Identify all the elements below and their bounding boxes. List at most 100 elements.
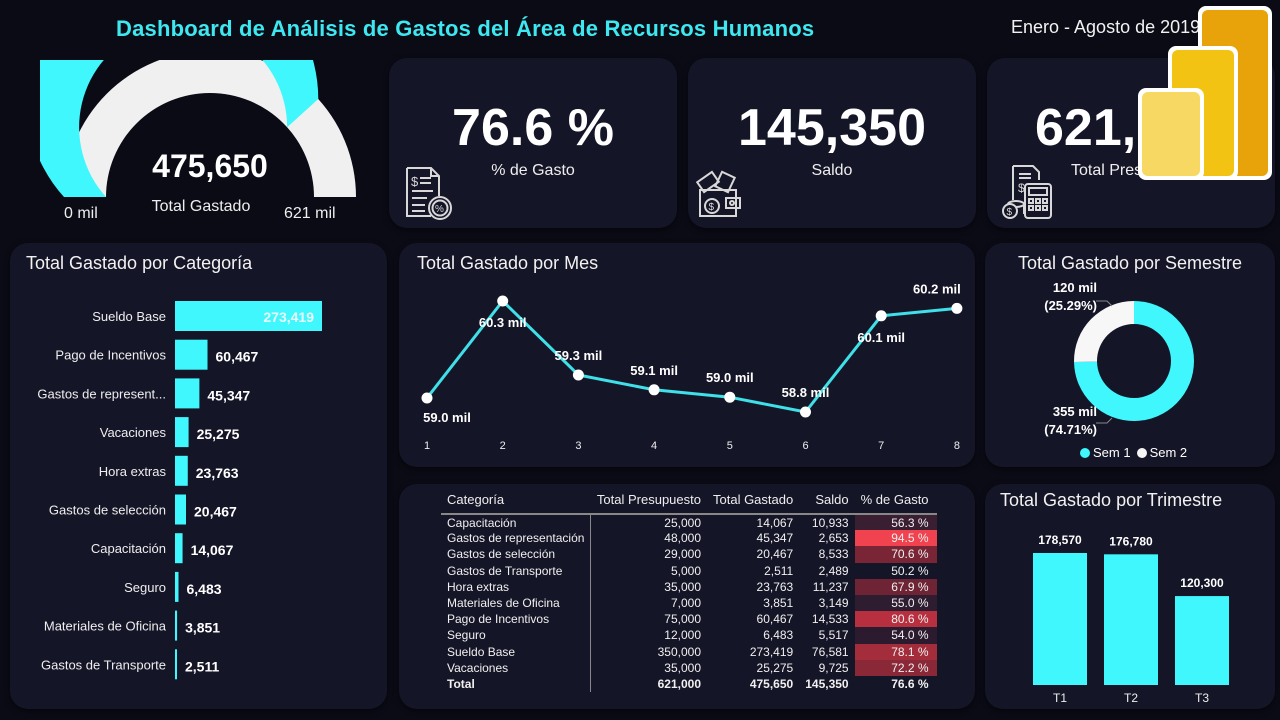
category-bar[interactable] xyxy=(175,339,208,370)
cell-presupuesto: 5,000 xyxy=(670,563,701,578)
month-value-label: 59.0 mil xyxy=(706,370,754,385)
cell-saldo: 3,149 xyxy=(818,596,849,611)
semester-legend: Sem 1 Sem 2 xyxy=(1080,445,1187,460)
category-bar[interactable] xyxy=(175,494,187,525)
month-chart-title: Total Gastado por Mes xyxy=(417,253,599,273)
table-row[interactable]: Gastos de selección 29,000 20,467 8,533 70.6… xyxy=(441,546,937,563)
cell-pct-gasto: 55.0 % xyxy=(854,594,937,612)
month-chart-card[interactable]: Total Gastado por Mes 59.0 mil 1 60.3 mil 2… xyxy=(399,243,975,467)
gauge-max-label: 621 mil xyxy=(284,205,336,222)
category-bar[interactable] xyxy=(175,301,322,331)
total-cell: 145,350 xyxy=(805,676,849,691)
semester-chart-card[interactable]: Total Gastado por Semestre 120 mil (25.2… xyxy=(985,243,1275,467)
category-label: Sueldo Base xyxy=(92,309,166,324)
semester-label-sem2: 120 mil (25.29%) xyxy=(1044,280,1097,313)
kpi-card-pct-gasto[interactable]: 76.6 % % de Gasto $ % xyxy=(389,58,677,228)
bar-value-label: 3,851 xyxy=(185,620,220,636)
cell-categoria: Materiales de Oficina xyxy=(441,594,592,612)
total-cell: 475,650 xyxy=(749,676,794,691)
quarter-axis-label: T2 xyxy=(1124,691,1138,705)
legend-dot-icon xyxy=(1080,447,1090,458)
month-point[interactable] xyxy=(800,406,811,418)
month-point[interactable] xyxy=(951,302,963,314)
bar-value-label: 23,763 xyxy=(196,465,239,481)
cell-categoria: Hora extras xyxy=(441,578,592,595)
donut-slice[interactable] xyxy=(1074,301,1194,421)
month-point[interactable] xyxy=(572,369,584,381)
table-row[interactable]: Capacitación 25,000 14,067 10,933 56.3 % xyxy=(441,514,937,531)
cell-saldo: 14,533 xyxy=(811,612,849,627)
table-row[interactable]: Gastos de representación 48,000 45,347 2,65… xyxy=(441,530,937,547)
dashboard-title: Dashboard de Análisis de Gastos del Área… xyxy=(116,16,815,41)
bar-value-label: 60,467 xyxy=(216,349,259,365)
table-row[interactable]: Gastos de Transporte 5,000 2,511 2,489 50.2 … xyxy=(441,562,937,579)
column-header[interactable]: Total Presupuesto xyxy=(590,490,707,515)
category-label: Hora extras xyxy=(99,464,167,479)
month-value-label: 60.2 mil xyxy=(913,281,961,296)
cell-saldo: 5,517 xyxy=(818,628,849,643)
quarter-value-label: 120,300 xyxy=(1180,576,1224,590)
donut-slice[interactable] xyxy=(1074,301,1134,362)
cell-presupuesto: 75,000 xyxy=(664,612,701,627)
table-row[interactable]: Pago de Incentivos 75,000 60,467 14,533 80.6… xyxy=(441,611,937,628)
kpi-value: 145,350 xyxy=(738,99,926,157)
month-axis-label: 4 xyxy=(651,440,657,452)
month-point[interactable] xyxy=(648,384,660,396)
gauge-total-gastado[interactable]: 475,650 Total Gastado 0 mil 621 mil xyxy=(26,0,380,230)
legend-item-sem2[interactable]: Sem 2 xyxy=(1136,445,1187,460)
quarter-chart-card[interactable]: Total Gastado por Trimestre 178,570 T1 176… xyxy=(985,484,1275,709)
category-bar[interactable] xyxy=(175,533,183,564)
column-header[interactable]: Categoría xyxy=(441,490,591,515)
column-header[interactable]: Saldo xyxy=(799,490,855,515)
category-bar[interactable] xyxy=(175,455,188,486)
bar-value-label: 25,275 xyxy=(197,426,240,442)
category-label: Materiales de Oficina xyxy=(44,619,167,634)
cell-presupuesto: 35,000 xyxy=(664,579,701,594)
cell-pct-gasto: 80.6 % xyxy=(854,611,937,628)
month-point[interactable] xyxy=(421,392,433,404)
category-label: Gastos de selección xyxy=(49,503,166,518)
category-bar[interactable] xyxy=(175,571,179,602)
month-point[interactable] xyxy=(875,310,887,322)
wallet-money-icon: $ xyxy=(696,170,741,217)
cell-pct-gasto: 70.6 % xyxy=(854,546,937,563)
invoice-percent-icon: $ % xyxy=(406,167,452,220)
cell-pct-gasto: 54.0 % xyxy=(854,627,937,644)
table-row[interactable]: Seguro 12,000 6,483 5,517 54.0 % xyxy=(441,627,937,644)
legend-dot-icon xyxy=(1136,447,1147,458)
total-cell: 76.6 % xyxy=(891,676,929,691)
column-header[interactable]: Total Gastado xyxy=(707,490,800,515)
quarter-bar[interactable] xyxy=(1033,553,1087,685)
legend-item-sem1[interactable]: Sem 1 xyxy=(1080,445,1131,460)
quarter-bar[interactable] xyxy=(1175,596,1229,685)
cell-categoria: Gastos de Transporte xyxy=(441,562,592,579)
cell-saldo: 2,489 xyxy=(818,563,849,578)
table-row[interactable]: Vacaciones 35,000 25,275 9,725 72.2 % xyxy=(441,659,937,676)
kpi-card-saldo[interactable]: 145,350 Saldo $ xyxy=(688,58,976,228)
kpi-label: % de Gasto xyxy=(491,162,575,179)
bar-value-label: 20,467 xyxy=(194,504,237,520)
month-point[interactable] xyxy=(497,295,509,307)
category-chart-card[interactable]: Total Gastado por Categoría Sueldo Base 2… xyxy=(10,243,387,709)
quarter-bar-chart: 178,570 T1 176,780 T2 120,300 T3 xyxy=(1033,533,1229,705)
table-row[interactable]: Hora extras 35,000 23,763 11,237 67.9 % xyxy=(441,578,937,595)
category-bar[interactable] xyxy=(175,417,189,448)
category-bar[interactable] xyxy=(175,378,200,409)
quarter-value-label: 178,570 xyxy=(1038,533,1082,547)
category-label: Pago de Incentivos xyxy=(55,348,166,363)
category-bar[interactable] xyxy=(175,610,178,641)
month-point[interactable] xyxy=(724,391,736,403)
gauge-label: Total Gastado xyxy=(151,198,251,215)
table-row[interactable]: Sueldo Base 350,000 273,419 76,581 78.1 % xyxy=(441,643,937,660)
month-axis-label: 6 xyxy=(802,440,808,452)
bar-value-label: 273,419 xyxy=(263,309,314,325)
category-label: Gastos de represent... xyxy=(37,386,166,401)
quarter-chart-title: Total Gastado por Trimestre xyxy=(1000,490,1223,510)
category-bar[interactable] xyxy=(175,649,177,680)
month-value-label: 59.3 mil xyxy=(555,348,603,363)
table-row[interactable]: Materiales de Oficina 7,000 3,851 3,149 55.0… xyxy=(441,594,937,612)
quarter-bar[interactable] xyxy=(1104,554,1158,685)
bar-value-label: 2,511 xyxy=(185,658,219,674)
column-header[interactable]: % de Gasto xyxy=(854,490,937,515)
cell-presupuesto: 48,000 xyxy=(664,531,701,546)
